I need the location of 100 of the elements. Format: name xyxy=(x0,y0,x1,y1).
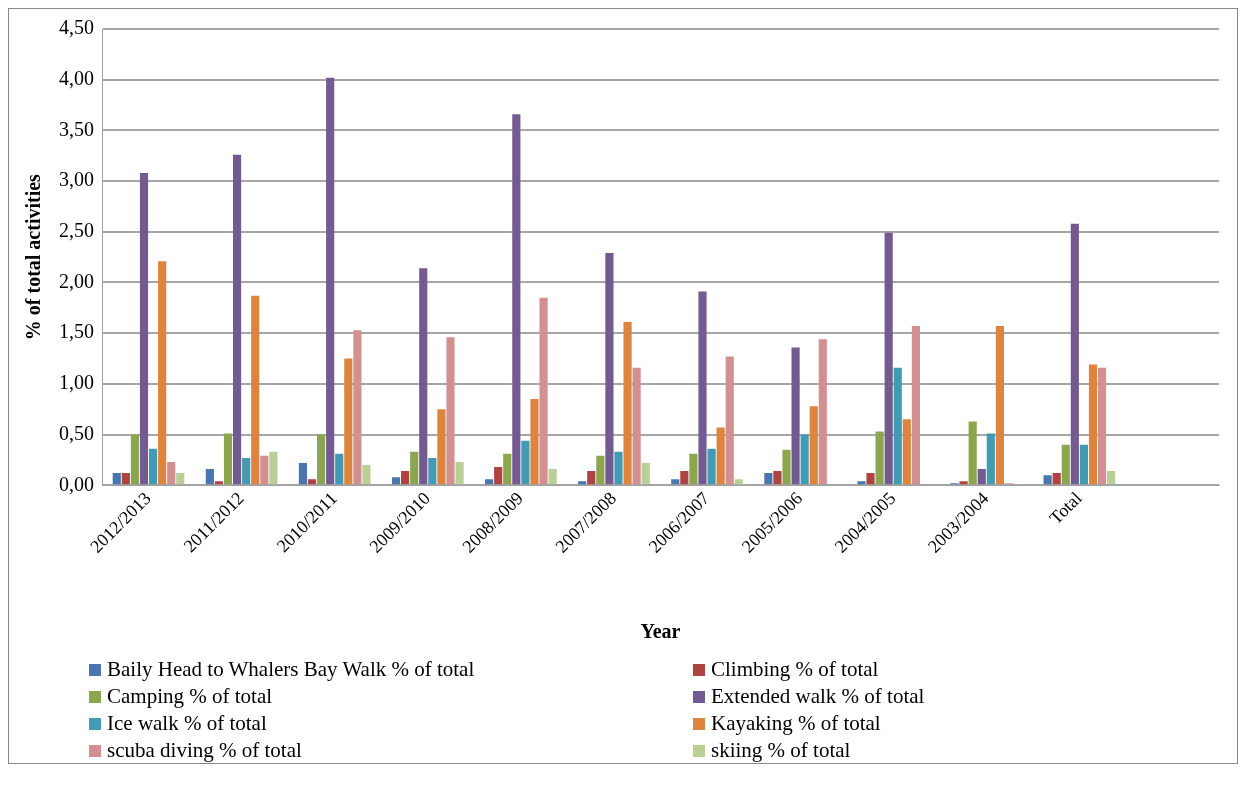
legend-label: Camping % of total xyxy=(107,684,273,709)
bar xyxy=(158,261,167,485)
bar xyxy=(857,481,866,485)
bar xyxy=(539,297,548,485)
bar xyxy=(605,253,614,485)
bar xyxy=(995,326,1004,485)
bar xyxy=(959,481,968,485)
bar xyxy=(866,473,875,485)
legend-label: Baily Head to Whalers Bay Walk % of total xyxy=(107,657,475,682)
legend-label: scuba diving % of total xyxy=(107,738,302,763)
bar xyxy=(503,453,512,485)
bar xyxy=(791,347,800,485)
bar xyxy=(437,409,446,485)
bar xyxy=(455,461,464,485)
bar xyxy=(446,337,455,485)
bar xyxy=(680,471,689,485)
bar xyxy=(689,453,698,485)
y-axis-title: % of total activities xyxy=(22,173,45,341)
bar xyxy=(809,406,818,485)
bar xyxy=(530,399,539,485)
y-tick-label: 4,50 xyxy=(59,16,94,39)
bar xyxy=(335,453,344,485)
bar xyxy=(428,457,437,485)
bar xyxy=(485,479,494,485)
bar xyxy=(707,448,716,485)
bar xyxy=(986,433,995,485)
bar xyxy=(167,461,176,485)
bar xyxy=(641,462,650,485)
legend-label: Ice walk % of total xyxy=(107,711,267,736)
bar xyxy=(494,467,503,485)
bar xyxy=(623,322,632,485)
y-tick-label: 0,50 xyxy=(59,421,94,444)
bar xyxy=(223,433,233,485)
y-tick-label: 2,00 xyxy=(59,269,94,292)
y-tick-label: 3,50 xyxy=(59,117,94,140)
bar xyxy=(893,367,902,485)
bar xyxy=(968,421,977,485)
legend-label: Extended walk % of total xyxy=(711,684,925,709)
bar xyxy=(1107,471,1116,485)
bar xyxy=(269,451,278,485)
bar xyxy=(698,291,707,485)
bar xyxy=(548,469,557,485)
bar xyxy=(353,330,362,485)
bar xyxy=(205,469,214,485)
bar xyxy=(800,434,809,485)
bar xyxy=(391,477,401,485)
bar xyxy=(362,465,371,485)
bar xyxy=(782,449,791,485)
bar xyxy=(251,295,260,485)
bar xyxy=(326,77,335,485)
bar xyxy=(112,473,121,485)
bar xyxy=(401,471,410,485)
bar xyxy=(1043,475,1052,485)
x-axis-title: Year xyxy=(640,620,681,643)
bar xyxy=(1061,444,1070,485)
bar xyxy=(902,419,911,485)
legend-label: Kayaking % of total xyxy=(711,711,881,736)
bar xyxy=(214,481,224,485)
legend-label: Climbing % of total xyxy=(711,657,879,682)
bar xyxy=(773,471,782,485)
bar xyxy=(410,451,419,485)
bar xyxy=(1052,473,1061,485)
bar xyxy=(587,471,596,485)
bar xyxy=(884,232,893,485)
bar xyxy=(632,367,641,485)
bar xyxy=(716,427,725,485)
y-tick-label: 3,00 xyxy=(59,168,94,191)
bar xyxy=(176,473,185,485)
bar xyxy=(1070,223,1079,485)
bar xyxy=(596,455,605,485)
y-tick-label: 2,50 xyxy=(59,219,94,242)
legend-label: skiing % of total xyxy=(711,738,851,763)
bar xyxy=(130,434,140,485)
bar xyxy=(1097,367,1107,485)
bar xyxy=(818,339,827,485)
y-tick-label: 4,00 xyxy=(59,66,94,89)
bar xyxy=(121,473,130,485)
bar xyxy=(521,440,530,485)
bar xyxy=(911,326,920,485)
bar xyxy=(725,356,734,485)
bar xyxy=(298,462,308,485)
bar xyxy=(242,457,251,485)
bar xyxy=(260,455,269,485)
bar xyxy=(149,448,158,485)
bar xyxy=(671,479,680,485)
bar xyxy=(139,172,149,485)
bar xyxy=(512,114,521,485)
bar xyxy=(1079,444,1088,485)
bar xyxy=(1088,364,1098,485)
bar xyxy=(419,268,428,485)
y-tick-label: 1,50 xyxy=(59,320,94,343)
bar xyxy=(764,473,773,485)
bar xyxy=(734,479,743,485)
bar xyxy=(317,434,326,485)
bar xyxy=(233,154,242,485)
bar xyxy=(614,451,623,485)
bar xyxy=(875,431,884,485)
bar xyxy=(977,469,986,485)
bar xyxy=(344,358,353,485)
bar xyxy=(578,481,587,485)
